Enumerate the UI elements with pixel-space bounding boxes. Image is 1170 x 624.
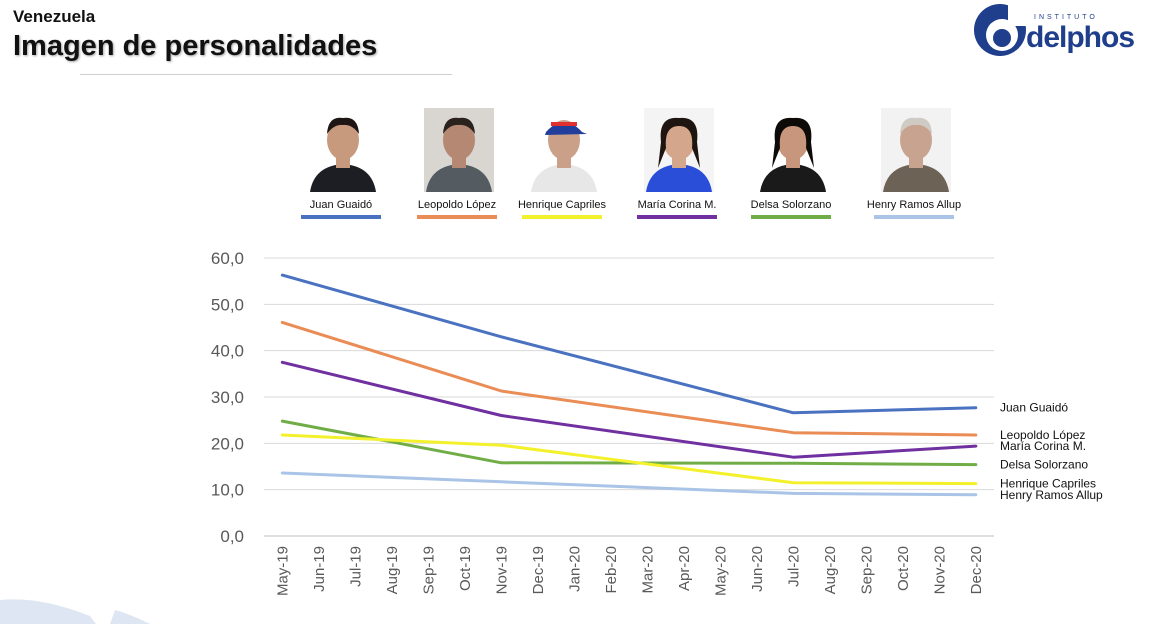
legend-person-name: Delsa Solorzano [750,199,832,211]
legend-person-name: María Corina M. [637,199,717,211]
y-tick-label: 20,0 [211,434,244,453]
legend-person-name: Henrique Capriles [517,199,607,211]
x-tick-label: Dec-20 [968,546,985,594]
portrait-legend: Juan Guaidó Leopoldo López Henrique Capril… [0,0,1170,230]
y-tick-label: 50,0 [211,295,244,314]
legend-person: Leopoldo López [392,108,522,223]
series-line [280,360,978,459]
x-tick-label: Aug-20 [822,546,839,594]
x-tick-label: Sep-20 [858,546,875,594]
legend-color-swatch [874,215,954,219]
x-tick-label: Aug-19 [384,546,401,594]
x-tick-label: Oct-19 [457,546,474,591]
x-tick-label: May-19 [274,546,291,596]
portrait-henrique-capriles [529,108,599,192]
legend-color-swatch [751,215,831,219]
delphos-logo: INSTITUTO delphos [972,2,1142,60]
x-tick-label: Feb-20 [603,546,620,594]
header-country: Venezuela [13,7,96,26]
legend-person-name: Juan Guaidó [309,199,373,211]
legend-color-swatch [637,215,717,219]
delphos-logo-mark [974,2,1032,56]
x-tick-label: Jul-19 [347,546,364,587]
x-tick-label: Nov-19 [493,546,510,594]
x-tick-label: Jun-19 [311,546,328,592]
series-end-label: Leopoldo López [1000,428,1085,442]
line-chart: 0,0 10,0 20,0 30,0 40,0 50,0 60,0 May-19 Jun-19 J… [211,249,1103,596]
series-line [280,471,978,497]
legend-color-swatch [301,215,381,219]
portrait-maria-corina [644,108,714,192]
legend-person: María Corina M. [612,108,742,223]
legend-color-swatch [522,215,602,219]
logo-word: delphos [1026,21,1135,54]
x-tick-label: Nov-20 [931,546,948,594]
y-tick-label: 40,0 [211,342,244,361]
logo-supertext: INSTITUTO [1034,14,1098,21]
legend-person-name: Henry Ramos Allup [866,199,962,211]
x-tick-label: Mar-20 [639,546,656,594]
header-divider [80,74,452,75]
legend-person: Delsa Solorzano [726,108,856,223]
x-tick-label: Jan-20 [566,546,583,592]
portrait-juan-guaido [308,108,378,192]
legend-person: Henrique Capriles [497,108,627,223]
bottom-decoration [0,599,150,624]
series-end-label: Juan Guaidó [1000,401,1068,415]
x-tick-label: May-20 [712,546,729,596]
x-tick-label: Oct-20 [895,546,912,591]
series-end-label: Henrique Capriles [1000,477,1096,491]
x-tick-label: Jul-20 [785,546,802,587]
portrait-leopoldo-lopez [424,108,494,192]
series-end-label: María Corina M. [1000,439,1086,453]
page-title: Imagen de personalidades [13,30,378,62]
portrait-delsa-solorzano [758,108,828,192]
series-end-label: Henry Ramos Allup [1000,488,1103,502]
legend-person-name: Leopoldo López [417,199,497,211]
x-tick-label: Jun-20 [749,546,766,592]
legend-color-swatch [417,215,497,219]
series-line [280,433,978,486]
x-tick-label: Sep-19 [420,546,437,594]
y-tick-label: 30,0 [211,388,244,407]
legend-person: Henry Ramos Allup [849,108,979,223]
y-tick-label: 0,0 [220,527,244,546]
series-line [280,320,978,437]
series-end-label: Delsa Solorzano [1000,458,1088,472]
x-tick-label: Apr-20 [676,546,693,591]
series-line [280,273,978,415]
y-tick-label: 10,0 [211,481,244,500]
y-tick-label: 60,0 [211,249,244,268]
portrait-henry-ramos-allup [881,108,951,192]
legend-person: Juan Guaidó [276,108,406,223]
x-tick-label: Dec-19 [530,546,547,594]
